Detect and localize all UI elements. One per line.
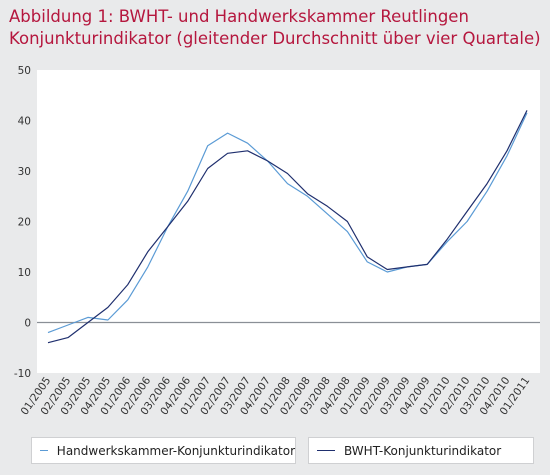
legend-item-bwht: BWHT-Konjunkturindikator: [308, 437, 534, 464]
legend-swatch-hwk: [40, 450, 48, 451]
y-tick-label: 30: [18, 166, 31, 178]
y-tick-label: 0: [24, 318, 31, 330]
y-tick-label: 10: [18, 267, 31, 279]
legend-label-bwht: BWHT-Konjunkturindikator: [344, 443, 502, 458]
chart-title-line-1: Abbildung 1: BWHT- und Handwerkskammer R…: [9, 7, 469, 26]
chart-title-line-2: Konjunkturindikator (gleitender Durchsch…: [9, 29, 541, 48]
legend-item-hwk: Handwerkskammer-Konjunkturindikator: [31, 437, 296, 464]
y-tick-label: 40: [18, 116, 31, 128]
y-tick-label: 50: [18, 65, 31, 77]
series-line-bwht: [47, 110, 528, 344]
legend-label-hwk: Handwerkskammer-Konjunkturindikator: [56, 443, 295, 458]
chart-title: Abbildung 1: BWHT- und Handwerkskammer R…: [9, 6, 545, 50]
y-tick-label: -10: [14, 368, 31, 380]
legend-swatch-bwht: [317, 450, 335, 451]
plot-area: [37, 70, 540, 373]
series-line-hwk: [47, 112, 528, 334]
y-tick-label: 20: [18, 217, 31, 229]
